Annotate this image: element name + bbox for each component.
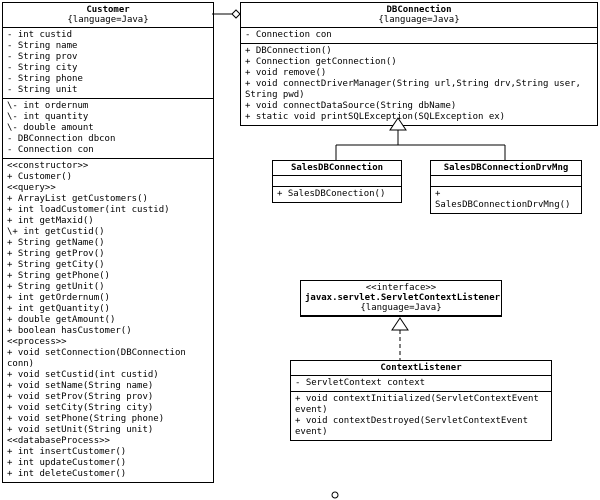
ops-section: + DBConnection()+ Connection getConnecti… <box>241 44 597 125</box>
ops-section: + void contextInitialized(ServletContext… <box>291 392 551 440</box>
ops-section: + SalesDBConnectionDrvMng() <box>431 187 581 213</box>
member-row: \- int ordernum <box>7 101 209 112</box>
class-salesdbconnection: SalesDBConnection + SalesDBConection() <box>272 160 402 203</box>
member-row: + int deleteCustomer() <box>7 469 209 480</box>
ops-section: + SalesDBConection() <box>273 187 401 202</box>
class-customer: Customer {language=Java} - int custid- S… <box>2 2 214 483</box>
member-row: - Connection con <box>7 145 209 156</box>
member-row: + int loadCustomer(int custid) <box>7 205 209 216</box>
member-row: \+ int getCustid() <box>7 227 209 238</box>
member-row: + String getPhone() <box>7 271 209 282</box>
member-row: + boolean hasCustomer() <box>7 326 209 337</box>
member-row: - String unit <box>7 85 209 96</box>
member-row: + void setUnit(String unit) <box>7 425 209 436</box>
class-name: Customer <box>86 5 129 15</box>
class-name: javax.servlet.ServletContextListener <box>305 293 500 303</box>
member-row: + int updateCustomer() <box>7 458 209 469</box>
member-row: <<constructor>> <box>7 161 209 172</box>
member-row: + static void printSQLException(SQLExcep… <box>245 112 593 123</box>
class-header: DBConnection {language=Java} <box>241 3 597 28</box>
class-header: Customer {language=Java} <box>3 3 213 28</box>
attrs-section: - ServletContext context <box>291 376 551 392</box>
member-row: - DBConnection dbcon <box>7 134 209 145</box>
member-row: - String name <box>7 41 209 52</box>
class-dbconnection: DBConnection {language=Java} - Connectio… <box>240 2 598 126</box>
member-row: - ServletContext context <box>295 378 547 389</box>
class-lang: {language=Java} <box>305 303 497 313</box>
class-salesdbconnectiondrvmng: SalesDBConnectionDrvMng + SalesDBConnect… <box>430 160 582 214</box>
member-row: + double getAmount() <box>7 315 209 326</box>
member-row: + void remove() <box>245 68 593 79</box>
member-row: + void connectDataSource(String dbName) <box>245 101 593 112</box>
member-row: + int getQuantity() <box>7 304 209 315</box>
member-row: + void connectDriverManager(String url,S… <box>245 79 593 101</box>
member-row: <<databaseProcess>> <box>7 436 209 447</box>
member-row: + ArrayList getCustomers() <box>7 194 209 205</box>
class-header: <<interface>> javax.servlet.ServletConte… <box>301 281 501 316</box>
member-row: + String getUnit() <box>7 282 209 293</box>
member-row: + void setPhone(String phone) <box>7 414 209 425</box>
member-row: + void setCustid(int custid) <box>7 370 209 381</box>
class-header: SalesDBConnection <box>273 161 401 176</box>
member-row: <<process>> <box>7 337 209 348</box>
member-row: \- int quantity <box>7 112 209 123</box>
class-header: SalesDBConnectionDrvMng <box>431 161 581 176</box>
member-row: + Connection getConnection() <box>245 57 593 68</box>
member-row: - String phone <box>7 74 209 85</box>
attrs-section <box>273 176 401 187</box>
class-contextlistener: ContextListener - ServletContext context… <box>290 360 552 441</box>
member-row: + String getCity() <box>7 260 209 271</box>
member-row: + void setCity(String city) <box>7 403 209 414</box>
member-row: <<query>> <box>7 183 209 194</box>
member-row: + SalesDBConection() <box>277 189 397 200</box>
class-lang: {language=Java} <box>7 15 209 25</box>
member-row: + int getOrdernum() <box>7 293 209 304</box>
member-row: - int custid <box>7 30 209 41</box>
attrs-section <box>431 176 581 187</box>
class-header: ContextListener <box>291 361 551 376</box>
member-row: + String getProv() <box>7 249 209 260</box>
member-row: + DBConnection() <box>245 46 593 57</box>
member-row: + void contextDestroyed(ServletContextEv… <box>295 416 547 438</box>
class-name: SalesDBConnectionDrvMng <box>444 163 569 173</box>
member-row: + void setConnection(DBConnection conn) <box>7 348 209 370</box>
ops-section: <<constructor>>+ Customer()<<query>>+ Ar… <box>3 159 213 482</box>
member-row: + int insertCustomer() <box>7 447 209 458</box>
stereotype: <<interface>> <box>305 283 497 293</box>
member-row: + void setProv(String prov) <box>7 392 209 403</box>
member-row: + void setName(String name) <box>7 381 209 392</box>
class-lang: {language=Java} <box>245 15 593 25</box>
attrs-section: - Connection con <box>241 28 597 44</box>
member-row: - String prov <box>7 52 209 63</box>
member-row: + SalesDBConnectionDrvMng() <box>435 189 577 211</box>
class-name: DBConnection <box>386 5 451 15</box>
member-row: + Customer() <box>7 172 209 183</box>
member-row: + int getMaxid() <box>7 216 209 227</box>
member-row: - String city <box>7 63 209 74</box>
attrs-section: - int custid- String name- String prov- … <box>3 28 213 99</box>
member-row: \- double amount <box>7 123 209 134</box>
member-row: - Connection con <box>245 30 593 41</box>
attrs-section-2: \- int ordernum\- int quantity\- double … <box>3 99 213 159</box>
member-row: + void contextInitialized(ServletContext… <box>295 394 547 416</box>
member-row: + String getName() <box>7 238 209 249</box>
interface-servletcontextlistener: <<interface>> javax.servlet.ServletConte… <box>300 280 502 317</box>
class-name: SalesDBConnection <box>291 163 383 173</box>
class-name: ContextListener <box>380 363 461 373</box>
